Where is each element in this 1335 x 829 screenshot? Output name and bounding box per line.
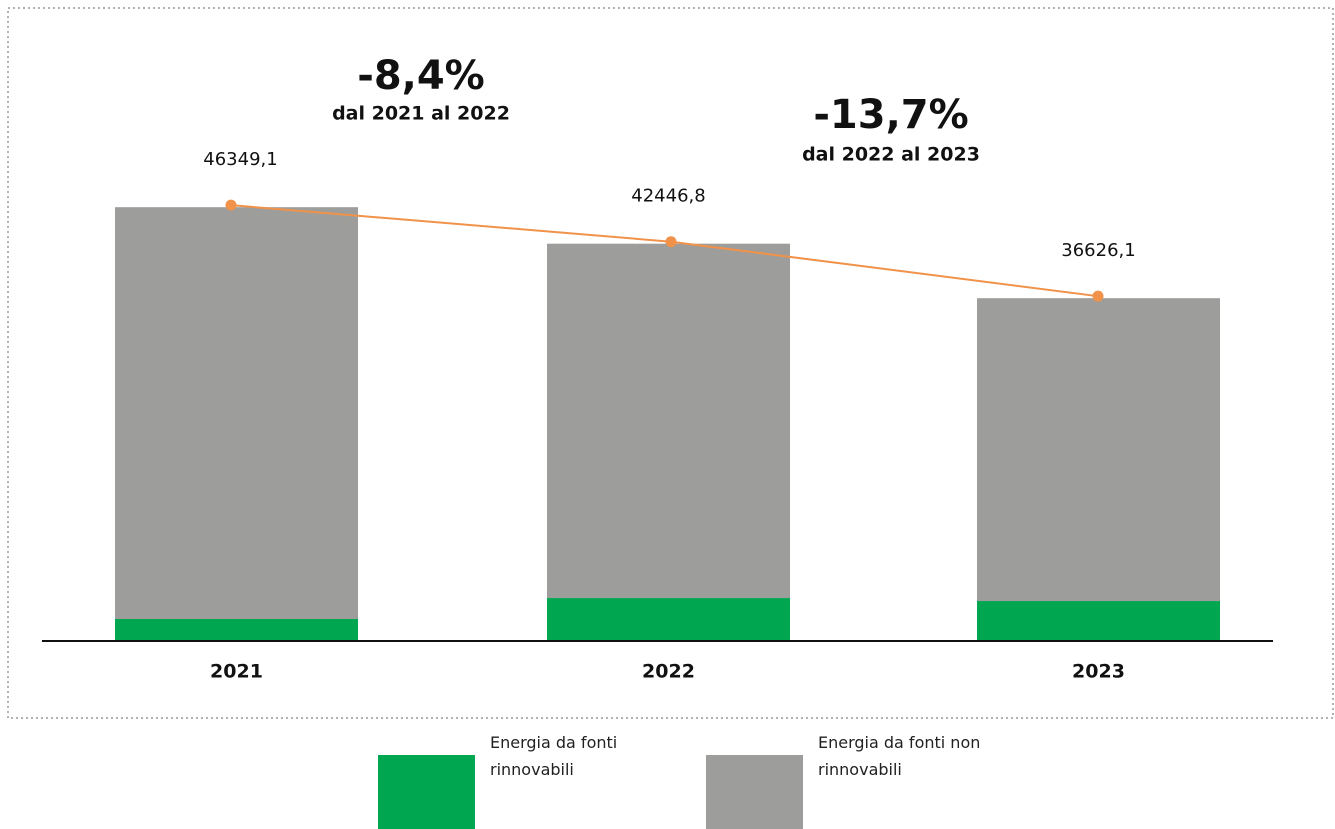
x-tick-label: 2021 (210, 661, 263, 683)
bar-segment (977, 601, 1220, 641)
x-tick-label: 2023 (1072, 661, 1125, 683)
total-point (1092, 290, 1104, 302)
total-point (665, 236, 677, 248)
bar-segment (115, 619, 358, 641)
legend-label: Energia da fonti rinnovabili (490, 733, 618, 779)
frame (7, 7, 1334, 719)
value-label: 36626,1 (1061, 240, 1135, 261)
bar-segment (547, 243, 790, 599)
legend-swatch (706, 755, 803, 829)
total-point (225, 199, 237, 211)
bar-segment (547, 598, 790, 641)
annotation-sub: dal 2021 al 2022 (332, 103, 510, 125)
annotation: -8,4% (357, 53, 485, 99)
value-label: 46349,1 (203, 149, 277, 170)
bar-segment (115, 207, 358, 620)
x-tick-label: 2022 (642, 661, 695, 683)
legend-label: Energia da fonti non rinnovabili (818, 733, 981, 779)
legend-swatch (378, 755, 475, 829)
annotation-sub: dal 2022 al 2023 (802, 144, 980, 166)
bar-segment (977, 298, 1220, 602)
value-label: 42446,8 (631, 186, 705, 207)
annotation: -13,7% (813, 92, 968, 138)
